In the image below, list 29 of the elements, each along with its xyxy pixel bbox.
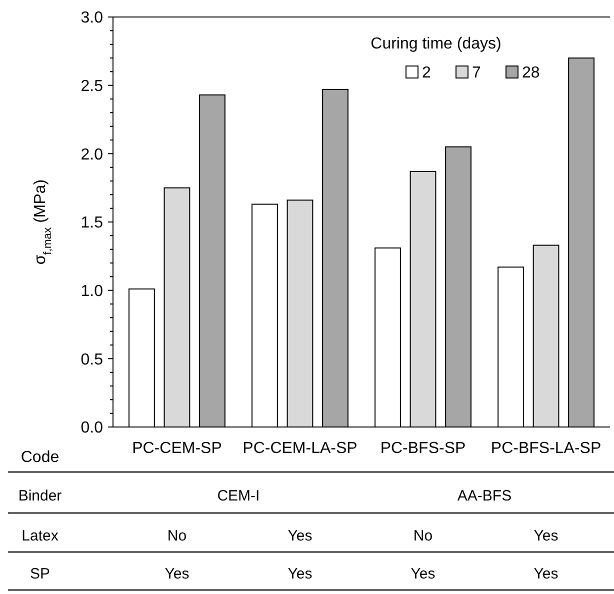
text: Latex — [22, 527, 59, 544]
legend-label: 7 — [472, 64, 481, 82]
y-tick-label: 2.0 — [80, 146, 104, 164]
legend-title: Curing time (days) — [370, 36, 502, 53]
text: Yes — [410, 565, 436, 582]
text: Binder — [18, 487, 62, 504]
x-tick-label: PC-CEM-LA-SP — [242, 440, 358, 457]
y-tick-label: 3.0 — [80, 10, 104, 27]
text: Yes — [164, 565, 190, 582]
text: No — [167, 527, 187, 544]
text: SP — [30, 565, 50, 582]
y-tick-label: 1.0 — [80, 282, 104, 300]
y-tick-label: 2.5 — [80, 78, 104, 95]
y-tick-label: 1.5 — [80, 214, 104, 232]
y-tick-label: 0.5 — [80, 351, 104, 368]
text: Yes — [288, 527, 312, 544]
text: AA-BFS — [457, 487, 512, 504]
text: No — [413, 527, 433, 544]
text: Yes — [534, 527, 558, 544]
legend-label: 2 — [422, 64, 431, 82]
legend-label: 28 — [522, 64, 540, 82]
text: Yes — [534, 565, 558, 582]
x-axis-title: Code — [20, 449, 60, 466]
x-tick-label: PC-BFS-LA-SP — [490, 440, 602, 457]
x-tick-label: PC-CEM-SP — [132, 440, 222, 457]
y-tick-label: 0.0 — [80, 420, 104, 437]
text: Yes — [288, 565, 312, 582]
x-tick-label: PC-BFS-SP — [380, 440, 466, 457]
text: CEM-I — [217, 487, 260, 504]
